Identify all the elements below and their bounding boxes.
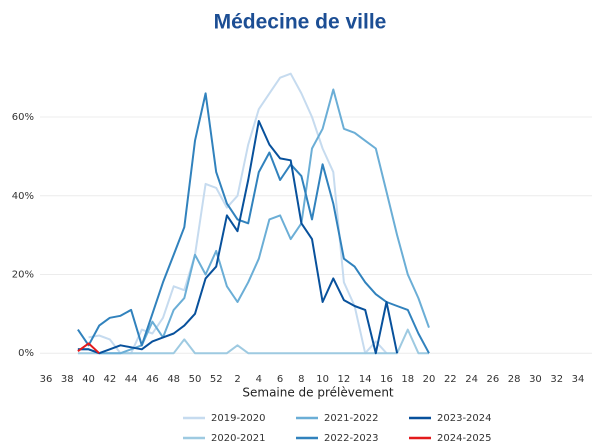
chart-title: Médecine de ville [214,11,387,34]
x-tick-label: 52 [210,374,223,385]
x-tick-label: 24 [465,374,478,385]
x-tick-label: 46 [146,374,159,385]
x-tick-label: 8 [298,374,304,385]
x-tick-label: 48 [167,374,180,385]
x-tick-label: 12 [338,374,351,385]
y-tick-label: 0% [18,348,34,359]
legend-label: 2020-2021 [211,433,266,444]
y-tick-label: 40% [12,191,34,202]
legend-label: 2024-2025 [437,433,492,444]
x-tick-label: 32 [550,374,563,385]
x-tick-label: 26 [487,374,500,385]
series-line [77,328,429,355]
x-tick-label: 6 [277,374,283,385]
legend-label: 2019-2020 [211,413,266,424]
series-line [77,120,399,355]
x-tick-label: 36 [40,374,53,385]
series-line [88,72,388,355]
legend-label: 2022-2023 [324,433,379,444]
y-tick-label: 20% [12,269,34,280]
x-tick-label: 44 [125,374,138,385]
x-tick-label: 30 [529,374,542,385]
x-tick-label: 40 [82,374,95,385]
y-tick-label: 60% [12,112,34,123]
x-tick-label: 16 [380,374,393,385]
x-tick-label: 20 [423,374,436,385]
series-line [77,92,430,354]
x-tick-label: 22 [444,374,457,385]
x-tick-label: 14 [359,374,372,385]
legend-label: 2023-2024 [437,413,492,424]
x-tick-label: 4 [256,374,262,385]
x-tick-label: 42 [103,374,116,385]
x-tick-label: 38 [61,374,74,385]
x-tick-label: 28 [508,374,521,385]
legend-label: 2021-2022 [324,413,379,424]
x-tick-label: 10 [316,374,329,385]
x-tick-label: 2 [234,374,240,385]
series-line [77,342,100,354]
x-tick-label: 50 [189,374,202,385]
x-tick-label: 18 [401,374,414,385]
x-tick-label: 34 [572,374,585,385]
x-axis-title: Semaine de prélèvement [242,386,394,400]
